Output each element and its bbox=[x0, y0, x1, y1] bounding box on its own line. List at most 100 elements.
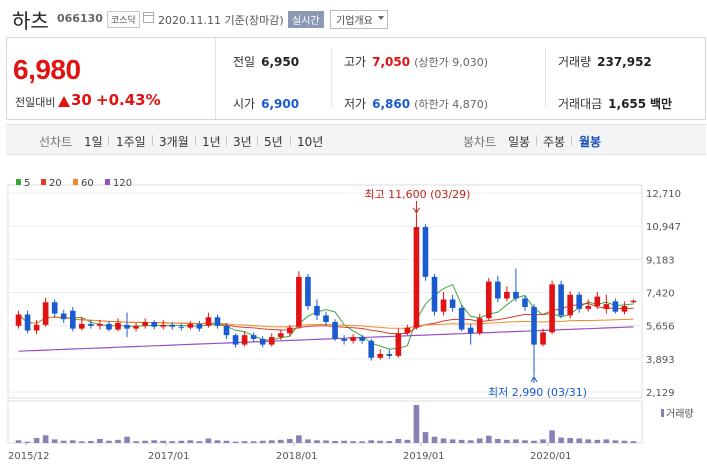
y-tick-label: 5,656 bbox=[646, 322, 675, 333]
volume-bar bbox=[449, 439, 456, 443]
candle-body bbox=[458, 307, 465, 330]
low-value: 6,860 bbox=[372, 97, 411, 111]
tab-1week[interactable]: 1주일 bbox=[116, 135, 146, 149]
candle-body bbox=[24, 314, 31, 331]
candle-body bbox=[133, 325, 139, 329]
tab-divider bbox=[571, 135, 572, 146]
candle-body bbox=[558, 284, 564, 316]
candle-body bbox=[79, 323, 85, 329]
volume-bar bbox=[169, 441, 176, 443]
high-price: 고가 7,050 (상한가 9,030) bbox=[344, 53, 488, 70]
volume-bar bbox=[440, 438, 447, 443]
tab-3years[interactable]: 3년 bbox=[233, 135, 252, 149]
volume-bar bbox=[115, 439, 121, 443]
prev-close-value: 6,950 bbox=[261, 55, 300, 69]
up-arrow-icon bbox=[530, 375, 538, 383]
candle-body bbox=[60, 313, 67, 320]
x-tick-label: 2020/01 bbox=[530, 451, 572, 462]
volume-bar bbox=[485, 435, 492, 443]
x-tick-label: 2019/01 bbox=[403, 451, 445, 462]
volume-bar bbox=[314, 440, 320, 443]
tab-divider bbox=[195, 135, 196, 146]
candle-body bbox=[332, 322, 338, 339]
candle-body bbox=[386, 353, 393, 356]
volume-bar bbox=[630, 441, 637, 443]
candle-chart-label[interactable]: 봉차트 bbox=[463, 135, 497, 149]
candle-body bbox=[259, 338, 266, 345]
candle-body bbox=[214, 317, 221, 326]
volume-bar bbox=[540, 439, 546, 443]
volume-bar bbox=[151, 440, 157, 443]
candle-body bbox=[612, 301, 619, 312]
prev-close: 전일 6,950 bbox=[233, 53, 299, 70]
tab-divider bbox=[152, 135, 153, 146]
realtime-button[interactable]: 실시간 bbox=[288, 11, 324, 28]
tab-1year[interactable]: 1년 bbox=[202, 135, 221, 149]
volume-bar bbox=[259, 440, 266, 443]
candle-body bbox=[413, 227, 420, 328]
y-tick-label: 12,710 bbox=[646, 189, 681, 200]
candle-body bbox=[106, 323, 112, 330]
volume-bar bbox=[187, 440, 194, 443]
volume-bar bbox=[513, 439, 519, 443]
volume-bar bbox=[350, 441, 356, 443]
line-chart-label[interactable]: 선차트 bbox=[39, 135, 73, 149]
ma5-line bbox=[18, 283, 634, 350]
volume-legend-swatch bbox=[661, 409, 664, 417]
candle-body bbox=[160, 324, 167, 327]
tab-divider bbox=[536, 135, 537, 146]
tab-10years[interactable]: 10년 bbox=[297, 135, 324, 149]
tab-monthly[interactable]: 월봉 bbox=[579, 135, 602, 149]
quote-panel: 6,980 전일대비 30 +0.43% 전일 6,950 시가 6,900 고가 7… bbox=[6, 37, 706, 120]
market-badge: 코스닥 bbox=[107, 11, 140, 28]
candle-body bbox=[205, 317, 212, 326]
candle-body bbox=[187, 323, 194, 328]
candle-body bbox=[467, 327, 474, 334]
volume-bar bbox=[377, 440, 384, 443]
x-tick-label: 2017/01 bbox=[148, 451, 190, 462]
candle-body bbox=[504, 291, 510, 299]
volume-bar bbox=[69, 440, 76, 443]
candle-body bbox=[359, 337, 365, 341]
candle-body bbox=[42, 302, 49, 325]
volume-bar bbox=[124, 436, 130, 443]
company-info-select[interactable]: 기업개요 bbox=[330, 10, 388, 29]
candle-body bbox=[323, 315, 329, 323]
tab-1day[interactable]: 1일 bbox=[84, 135, 103, 149]
high-value: 7,050 bbox=[372, 55, 411, 69]
tab-5years[interactable]: 5년 bbox=[264, 135, 283, 149]
up-arrow-icon bbox=[58, 96, 70, 107]
tab-divider bbox=[226, 135, 227, 146]
candle-body bbox=[621, 306, 628, 312]
volume-bar bbox=[341, 440, 347, 443]
open-value: 6,900 bbox=[261, 97, 300, 111]
volume-bar bbox=[268, 440, 275, 443]
volume-bar bbox=[467, 440, 474, 443]
y-tick-label: 10,947 bbox=[646, 222, 681, 233]
stock-code: 066130 bbox=[57, 12, 103, 25]
volume-plot-frame bbox=[7, 400, 643, 444]
tab-daily[interactable]: 일봉 bbox=[508, 135, 531, 149]
volume-bar bbox=[594, 439, 601, 443]
candle-body bbox=[69, 310, 76, 329]
volume-bar bbox=[133, 441, 139, 443]
tab-3months[interactable]: 3개월 bbox=[159, 135, 189, 149]
legend-label: 120 bbox=[113, 178, 132, 189]
company-info-select-label: 기업개요 bbox=[336, 16, 373, 27]
volume-bar bbox=[603, 439, 610, 443]
tab-weekly[interactable]: 주봉 bbox=[543, 135, 566, 149]
open-label: 시가 bbox=[233, 97, 256, 111]
volume-bar bbox=[413, 405, 420, 443]
candle-body bbox=[513, 291, 519, 299]
volume-bar bbox=[404, 439, 411, 443]
candle-body bbox=[287, 327, 293, 334]
candle-body bbox=[531, 306, 537, 345]
candle-body bbox=[250, 335, 257, 339]
candle-body bbox=[241, 335, 248, 345]
legend-swatch bbox=[73, 179, 78, 185]
volume-bar bbox=[160, 440, 167, 443]
volume-bar bbox=[558, 437, 564, 443]
candle-body bbox=[422, 227, 429, 277]
legend-label: 20 bbox=[49, 178, 62, 189]
stock-header: 하츠 066130 코스닥 2020.11.11 기준(장마감) 실시간 기업개… bbox=[0, 0, 707, 36]
